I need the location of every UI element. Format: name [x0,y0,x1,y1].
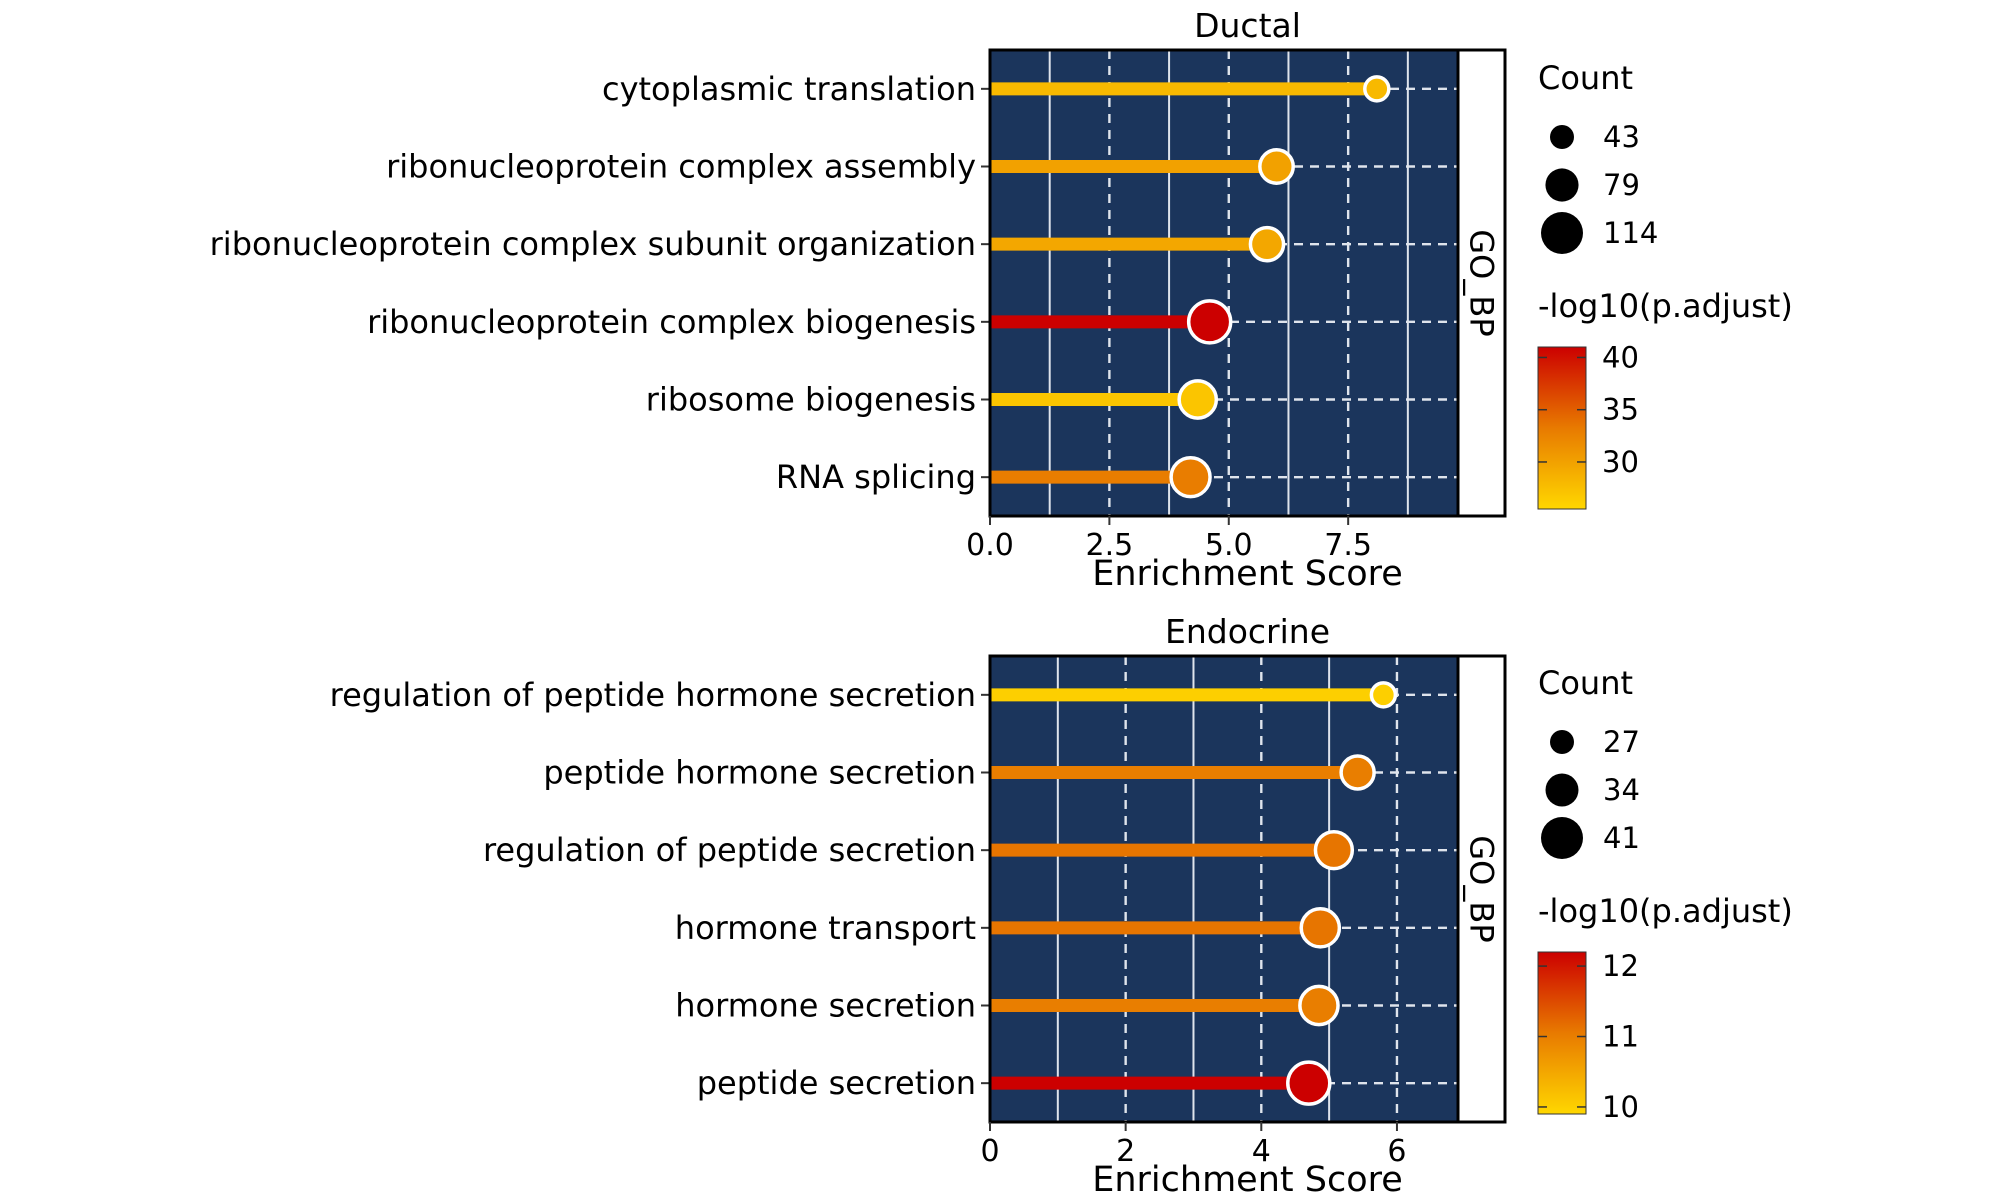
x-tick-label: 7.5 [1324,528,1372,563]
facet-strip [1456,654,1507,1124]
category-label: ribosome biogenesis [646,381,976,419]
lollipop-point [1369,681,1398,709]
colorbar-label: 30 [1602,445,1639,479]
x-tick-label: 4 [1252,1134,1271,1169]
lollipop-point [1169,455,1212,499]
category-label: peptide hormone secretion [543,754,976,792]
category-label: cytoplasmic translation [602,70,976,108]
size-legend-swatch [1550,730,1574,754]
x-tick-label: 2 [1116,1134,1135,1169]
category-label: ribonucleoprotein complex assembly [386,148,976,186]
size-legend-swatch [1550,125,1574,149]
category-label: regulation of peptide secretion [483,831,976,869]
size-legend-label: 79 [1603,168,1640,202]
size-legend-label: 43 [1603,120,1640,154]
category-label: ribonucleoprotein complex biogenesis [367,303,976,341]
facet-strip [1456,48,1507,518]
category-label: ribonucleoprotein complex subunit organi… [210,225,976,263]
lollipop-point [1298,984,1340,1027]
colorbar-label: 10 [1602,1090,1639,1124]
colorbar-label: 11 [1602,1020,1639,1054]
size-legend-label: 34 [1603,773,1640,807]
size-legend-title: Count [1538,59,1633,97]
category-label: hormone transport [675,909,976,947]
x-tick-label: 2.5 [1086,528,1134,563]
size-legend-label: 27 [1603,725,1640,759]
lollipop-point [1286,1060,1332,1106]
plot-background [990,656,1458,1122]
panel-endocrine: Endocrine regulation of peptide hormone s… [330,612,1793,1200]
lollipop-point [1177,379,1219,420]
category-label: RNA splicing [776,458,976,496]
colorbar [1537,346,1587,510]
lollipop-point [1186,299,1233,345]
colorbar-label: 12 [1602,949,1639,983]
x-tick-label: 5.0 [1205,528,1253,563]
category-label: peptide secretion [697,1064,976,1102]
colorbar-label: 40 [1602,340,1639,374]
color-legend-title: -log10(p.adjust) [1538,287,1793,325]
category-label: hormone secretion [675,987,976,1025]
lollipop-point [1363,75,1391,103]
x-tick-label: 6 [1387,1134,1406,1169]
size-legend-swatch [1545,773,1579,807]
facet-strip-label: GO_BP [1463,229,1501,336]
lollipop-point [1258,148,1295,185]
color-legend-title: -log10(p.adjust) [1538,892,1793,930]
lollipop-point [1299,907,1342,949]
size-legend-label: 41 [1603,821,1640,855]
size-legend-swatch [1541,817,1583,859]
legend: Count 27 34 41 -log10(p.adjust) 12 11 10 [1537,664,1793,1124]
x-axis-title: Enrichment Score [1092,1160,1403,1200]
x-axis-title: Enrichment Score [1092,554,1403,594]
lollipop-point [1339,754,1376,791]
x-tick-label: 0.0 [966,528,1014,563]
x-tick-label: 0 [980,1134,999,1169]
colorbar-label: 35 [1602,393,1639,427]
lollipop-point [1313,829,1355,871]
size-legend-title: Count [1538,664,1633,702]
colorbar [1537,951,1587,1115]
category-label: regulation of peptide hormone secretion [330,676,976,714]
size-legend-label: 114 [1603,216,1658,250]
panel-title: Ductal [1194,6,1301,45]
facet-strip-label: GO_BP [1463,835,1501,942]
panel-ductal: Ductal cytoplasmic translation ribonucleop… [210,6,1793,594]
legend: Count 43 79 114 -log10(p.adjust) 40 35 30 [1537,59,1793,510]
size-legend-swatch [1545,168,1579,202]
size-legend-swatch [1541,212,1583,254]
panel-title: Endocrine [1165,612,1330,651]
plot-background [990,50,1458,516]
lollipop-point [1248,225,1286,263]
